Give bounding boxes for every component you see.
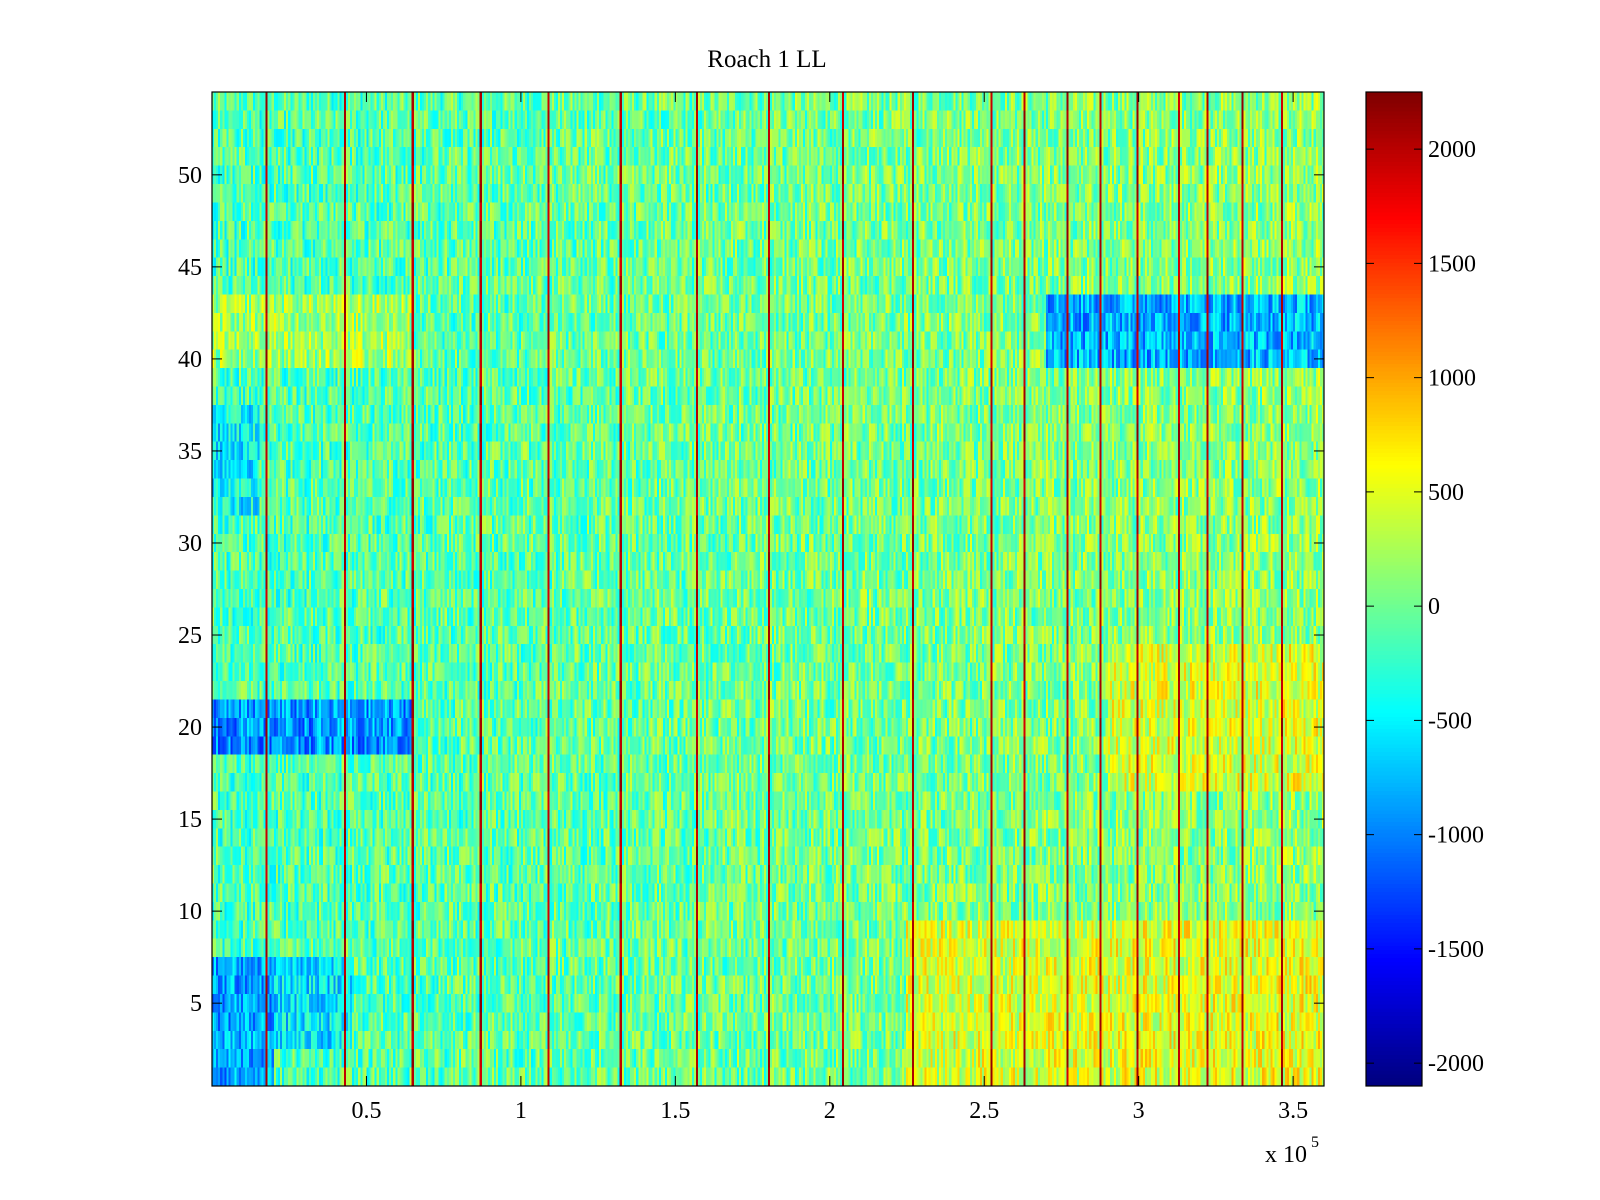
colorbar-tick-label: -1500 [1428, 937, 1484, 963]
y-tick-label: 45 [178, 255, 202, 281]
x-axis: 0.5 1 1.5 2 2.5 3 3.5 [351, 92, 1308, 1124]
colorbar-tick-label: 2000 [1428, 137, 1476, 163]
colorbar-tick-label: 500 [1428, 480, 1464, 506]
y-tick-label: 50 [178, 163, 202, 189]
y-tick-label: 40 [178, 347, 202, 373]
y-axis: 5 10 15 20 25 30 35 40 45 50 [178, 163, 1324, 1017]
plot-frame [211, 91, 1325, 1087]
x-tick-label: 1.5 [660, 1098, 690, 1124]
colorbar-image [1366, 92, 1422, 1086]
colorbar-tick-label: 0 [1428, 594, 1440, 620]
x-tick-label: 3 [1133, 1098, 1145, 1124]
colorbar-frame [1365, 91, 1423, 1087]
y-tick-label: 35 [178, 439, 202, 465]
y-tick-label: 30 [178, 531, 202, 557]
colorbar-tick-label: -1000 [1428, 823, 1484, 849]
x-multiplier-label: x 10 [1265, 1142, 1307, 1168]
y-tick-label: 20 [178, 715, 202, 741]
x-tick-label: 2 [824, 1098, 836, 1124]
x-tick-label: 2.5 [969, 1098, 999, 1124]
y-tick-label: 25 [178, 623, 202, 649]
colorbar-tick-label: 1500 [1428, 251, 1476, 277]
heatmap-image [212, 92, 1324, 1086]
colorbar-tick-label: 1000 [1428, 366, 1476, 392]
x-tick-label: 1 [515, 1098, 527, 1124]
y-tick-label: 5 [190, 991, 202, 1017]
x-multiplier-exponent: 5 [1311, 1134, 1319, 1151]
colorbar-tick-label: -2000 [1428, 1051, 1484, 1077]
colorbar-tick-label: -500 [1428, 708, 1472, 734]
x-multiplier: x 10 5 [1265, 1134, 1319, 1168]
chart-title: Roach 1 LL [707, 46, 826, 73]
x-tick-label: 0.5 [351, 1098, 381, 1124]
x-tick-label: 3.5 [1278, 1098, 1308, 1124]
colorbar-axis: 2000 1500 1000 500 0 -500 -1000 -1500 -2000 [1366, 137, 1484, 1077]
y-tick-label: 15 [178, 807, 202, 833]
y-tick-label: 10 [178, 899, 202, 925]
